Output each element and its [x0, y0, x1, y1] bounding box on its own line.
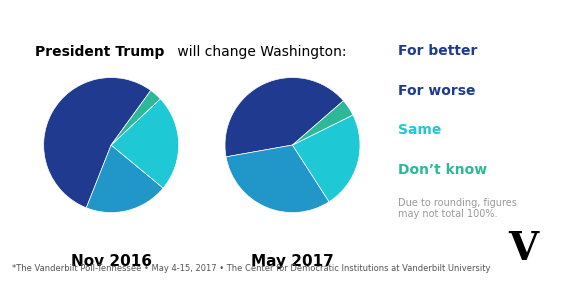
Text: Same: Same — [398, 123, 441, 137]
Text: 20%: 20% — [73, 240, 107, 254]
Text: 54%: 54% — [35, 215, 75, 233]
Text: 31%: 31% — [253, 252, 290, 267]
Text: *Tennessee: *Tennessee — [143, 13, 219, 25]
Wedge shape — [111, 99, 178, 188]
Text: For better: For better — [398, 44, 477, 58]
Text: Nov 2016: Nov 2016 — [71, 254, 152, 269]
Text: will change Washington:: will change Washington: — [173, 45, 346, 59]
Text: 23%: 23% — [0, 200, 32, 214]
Wedge shape — [226, 145, 329, 212]
Text: *The Vanderbilt Poll-Tennessee • May 4-15, 2017 • The Center for Democratic Inst: *The Vanderbilt Poll-Tennessee • May 4-1… — [12, 264, 490, 273]
Text: Don’t know: Don’t know — [398, 163, 487, 177]
Text: 3%: 3% — [5, 131, 24, 141]
Text: V: V — [508, 230, 539, 268]
Wedge shape — [111, 91, 160, 145]
Text: (-13): (-13) — [223, 242, 250, 252]
Wedge shape — [292, 115, 360, 202]
Text: (+11): (+11) — [256, 275, 287, 285]
Text: 4%: 4% — [181, 131, 200, 141]
Wedge shape — [225, 78, 343, 157]
Text: For worse: For worse — [398, 84, 475, 98]
Text: May 2017: May 2017 — [251, 254, 334, 269]
Text: POLL: POLL — [85, 11, 128, 27]
Wedge shape — [87, 145, 163, 212]
Text: Due to rounding, figures
may not total 100%.: Due to rounding, figures may not total 1… — [398, 198, 517, 219]
Text: 23%: 23% — [181, 209, 211, 222]
Text: 41%: 41% — [216, 215, 256, 233]
Text: President Trump: President Trump — [35, 45, 164, 59]
Wedge shape — [44, 78, 151, 208]
Text: Vanderbilt: Vanderbilt — [12, 12, 97, 26]
Wedge shape — [292, 101, 353, 145]
Text: vu.edu/poll: vu.edu/poll — [504, 13, 573, 25]
